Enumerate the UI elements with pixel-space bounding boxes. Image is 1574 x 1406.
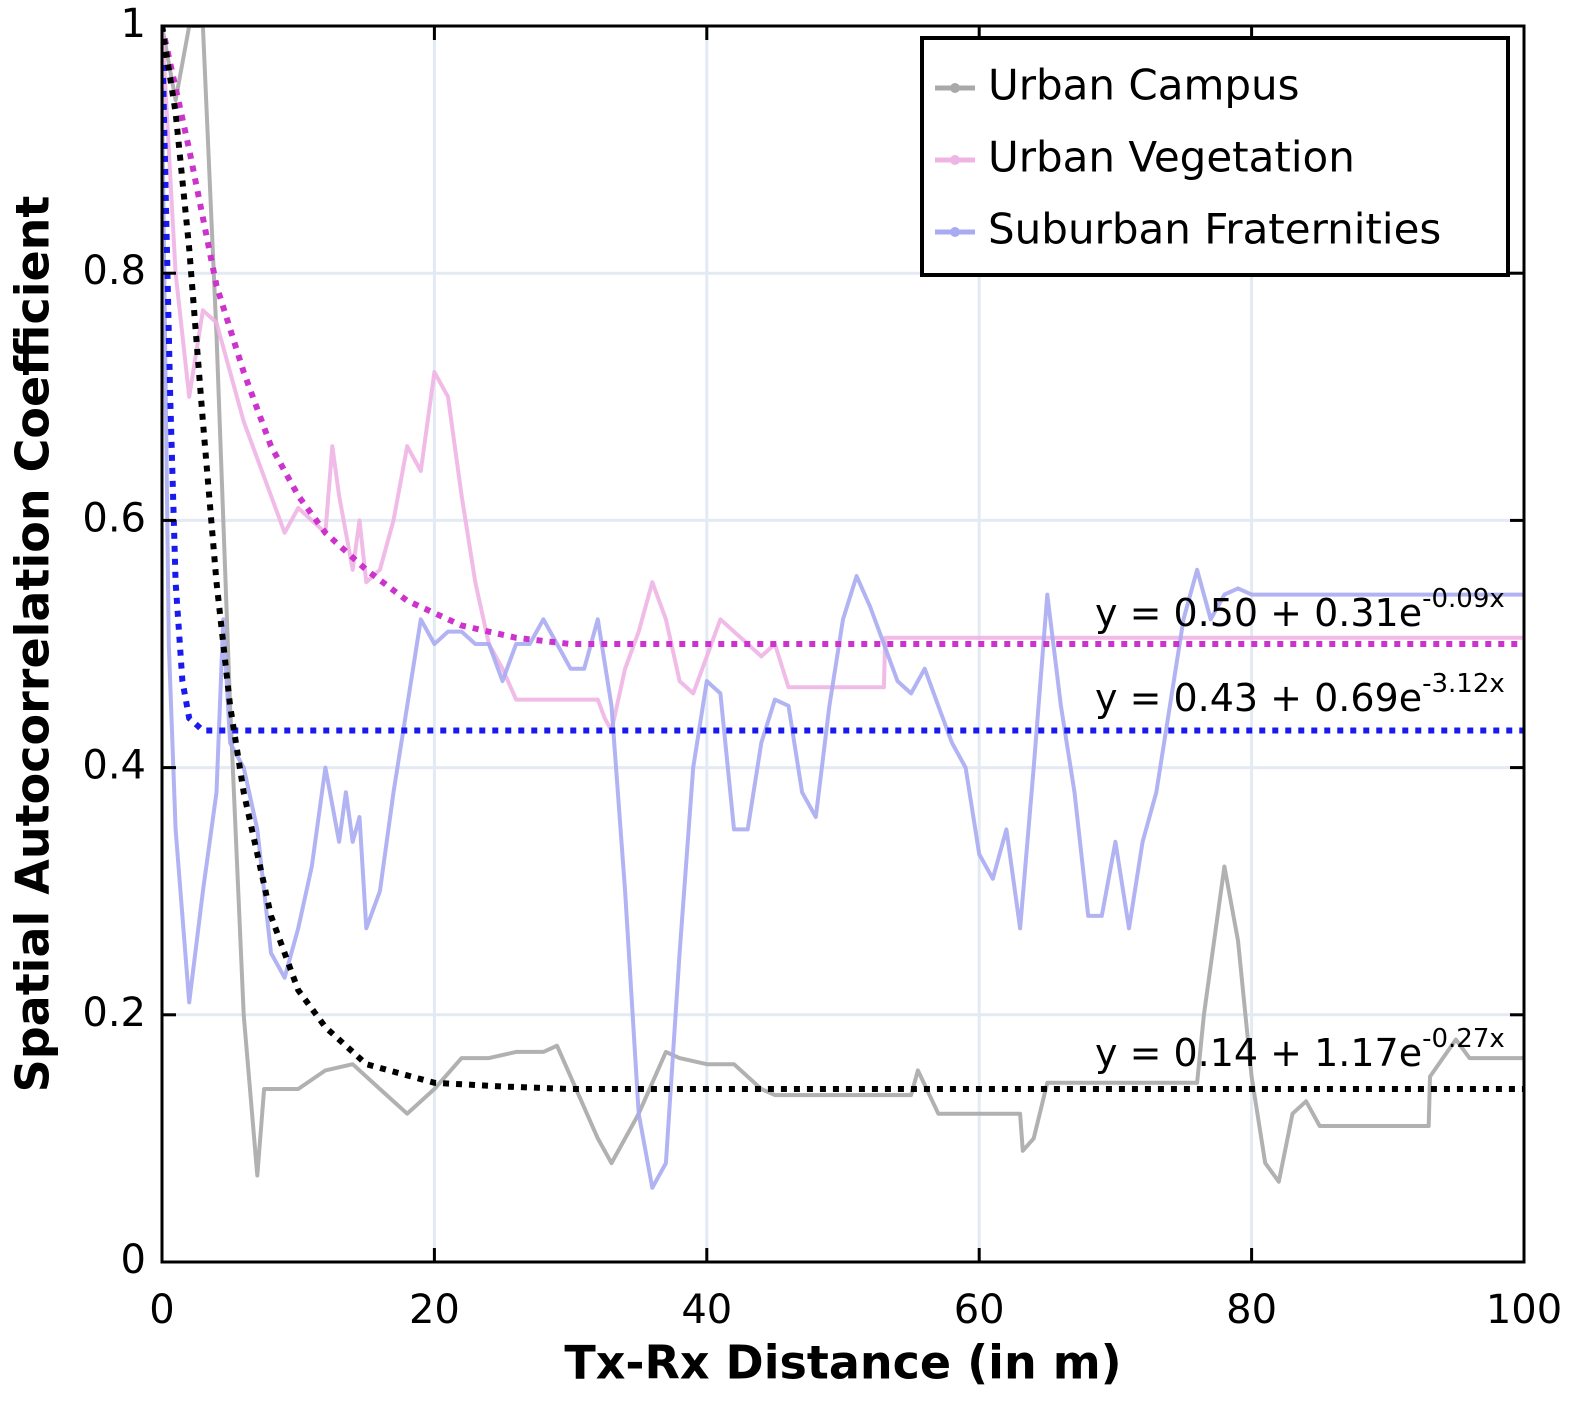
legend-label: Urban Campus [988, 61, 1300, 110]
y-tick-label: 0.8 [82, 248, 146, 294]
y-tick-label: 0.2 [82, 990, 146, 1036]
fit-equation: y = 0.14 + 1.17e-0.27x [1095, 1024, 1505, 1075]
fit-curve [162, 26, 1524, 1092]
x-tick-label: 20 [409, 1287, 460, 1333]
x-axis-label: Tx-Rx Distance (in m) [564, 1336, 1121, 1390]
x-tick-label: 80 [1226, 1287, 1277, 1333]
legend: Urban Campus Urban Vegetation Suburban Fra… [920, 36, 1510, 277]
x-tick-label: 100 [1486, 1287, 1562, 1333]
equation-text: y = 0.50 + 0.31e [1095, 591, 1422, 635]
y-tick-label: 0.6 [82, 495, 146, 541]
fit-equation: y = 0.50 + 0.31e-0.09x [1095, 584, 1505, 635]
equation-exponent: -3.12x [1422, 669, 1505, 699]
equation-exponent: -0.09x [1422, 584, 1505, 614]
ticks: 0 20 40 60 80 100 0 0.2 0.4 0.6 0.8 1 [82, 1, 1562, 1333]
x-tick-label: 0 [149, 1287, 174, 1333]
series-line [162, 87, 1524, 1190]
fit-curve [162, 26, 1524, 647]
y-tick-label: 0.4 [82, 743, 146, 789]
series-line [162, 26, 1524, 1184]
equation-text: y = 0.14 + 1.17e [1095, 1031, 1422, 1075]
equation-exponent: -0.27x [1422, 1024, 1505, 1054]
y-axis-label: Spatial Autocorrelation Coefficient [6, 196, 60, 1093]
fit-equation: y = 0.43 + 0.69e-3.12x [1095, 669, 1505, 720]
plot-lines [162, 26, 1524, 1190]
equation-text: y = 0.43 + 0.69e [1095, 676, 1422, 720]
legend-marker [950, 155, 960, 165]
annotations: y = 0.50 + 0.31e-0.09x y = 0.43 + 0.69e-3… [1095, 584, 1505, 1075]
legend-label: Urban Vegetation [988, 133, 1355, 182]
legend-box [920, 36, 1510, 277]
x-tick-label: 40 [681, 1287, 732, 1333]
plot-frame [160, 24, 1526, 1264]
x-tick-label: 60 [954, 1287, 1005, 1333]
y-tick-label: 1 [121, 1, 146, 47]
legend-label: Suburban Fraternities [988, 205, 1441, 254]
legend-marker [950, 227, 960, 237]
y-tick-label: 0 [121, 1237, 146, 1283]
legend-marker [950, 83, 960, 93]
